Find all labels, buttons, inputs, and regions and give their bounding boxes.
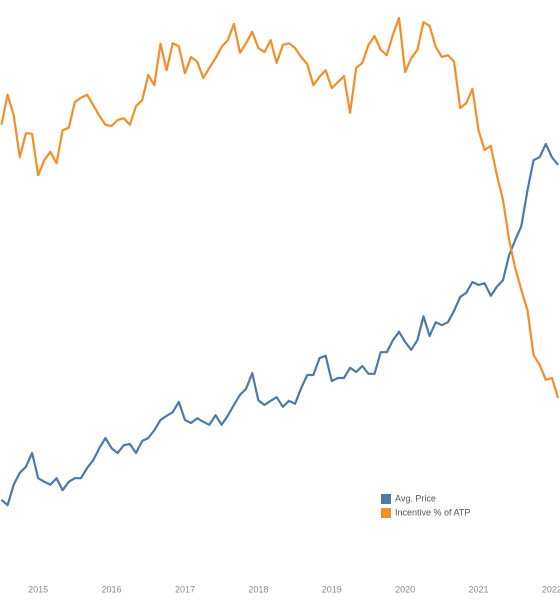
legend-label: Avg. Price [395,493,436,503]
x-tick-label: 2021 [469,584,489,594]
legend-swatch [381,494,391,504]
series-line [0,16,560,399]
x-tick-label: 2015 [28,584,48,594]
x-tick-label: 2019 [322,584,342,594]
legend-label: Incentive % of ATP [395,507,470,517]
series-line [0,142,559,507]
x-tick-label: 2020 [395,584,415,594]
x-tick-label: 2016 [102,584,122,594]
x-tick-label: 2022 [542,584,560,594]
legend-swatch [381,508,391,518]
x-tick-label: 2018 [248,584,268,594]
x-tick-label: 2017 [175,584,195,594]
